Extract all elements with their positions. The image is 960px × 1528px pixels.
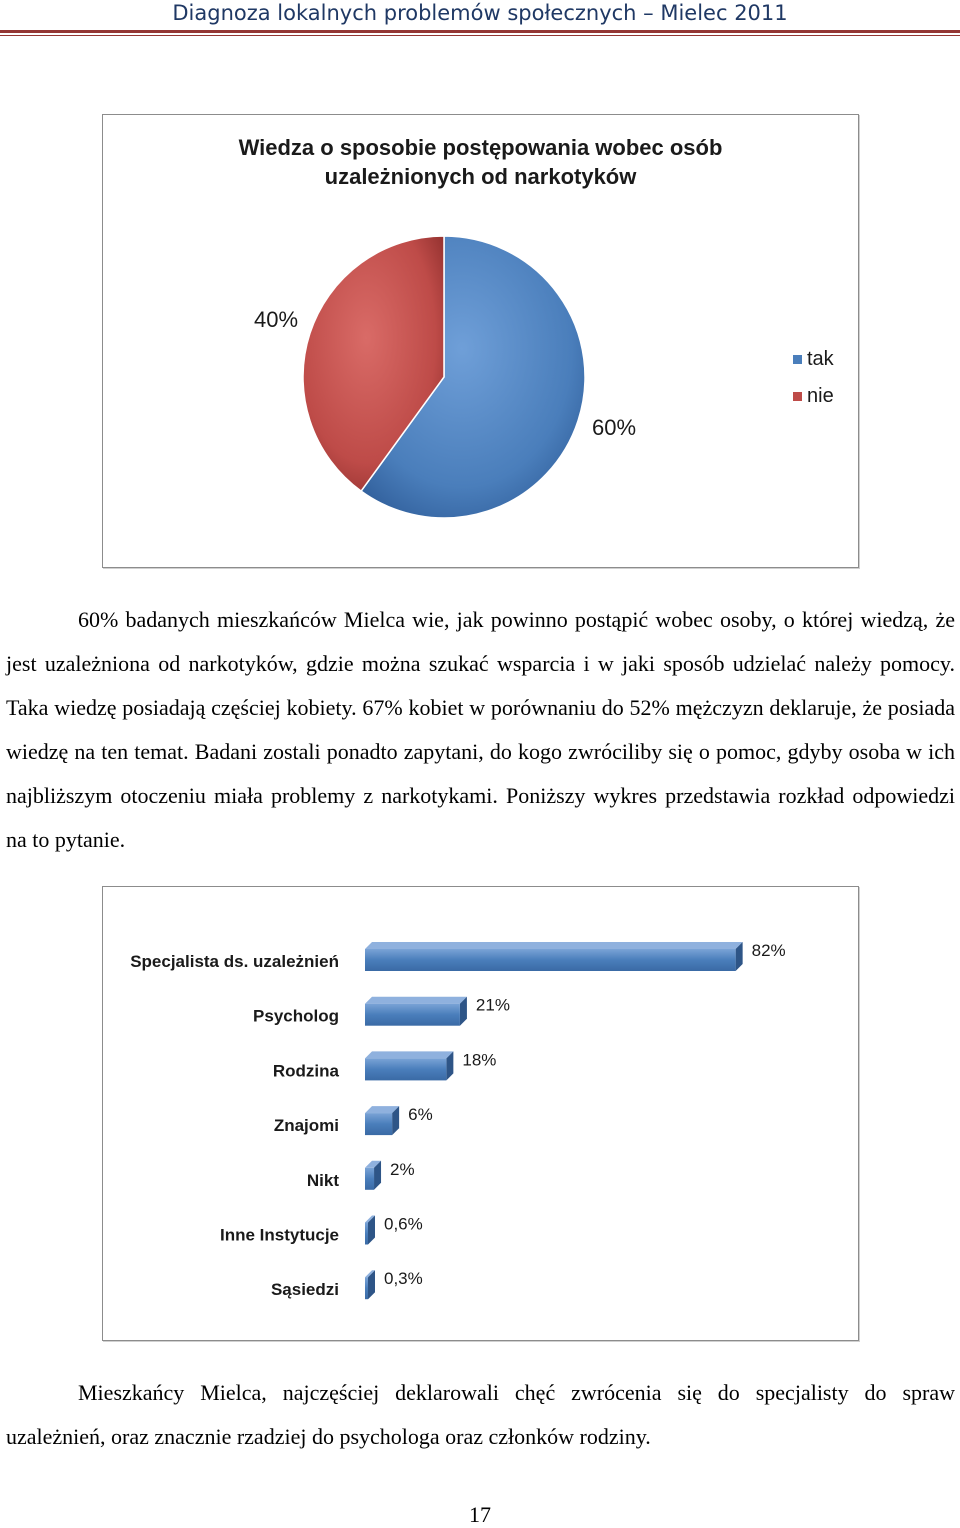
bar-top-psycholog [365, 996, 467, 1004]
bar-category-label: Znajomi [274, 1116, 339, 1135]
bar-side-specjalista-ds-uzależnień [735, 942, 743, 971]
legend-swatch-nie [793, 392, 802, 401]
bar-chart: Specjalista ds. uzależnień 82% Psycholog 21… [130, 941, 786, 1300]
legend-swatch-tak [793, 355, 802, 364]
bar-sąsiedzi [365, 1277, 368, 1300]
bar-psycholog [365, 1003, 460, 1026]
bar-side-nikt [374, 1160, 382, 1190]
bar-chart-frame: Specjalista ds. uzależnień 82% Psycholog 21… [102, 886, 859, 1341]
bar-rodzina [365, 1058, 447, 1081]
bar-top-inne-instytucje [365, 1215, 375, 1223]
pie-chart: 60% 40% tak nie [254, 235, 835, 519]
pie-chart-title-line1: Wiedza o sposobie postępowania wobec osó… [238, 135, 723, 160]
bar-value-label: 21% [476, 996, 510, 1015]
pie-chart-title-line2: uzależnionych od narkotyków [324, 164, 637, 189]
bar-top-nikt [365, 1160, 382, 1168]
bar-top-rodzina [365, 1051, 454, 1059]
paragraph-knowledge: 60% badanych mieszkańców Mielca wie, jak… [6, 607, 955, 852]
bar-category-label: Sąsiedzi [271, 1280, 339, 1299]
page-number: 17 [469, 1502, 491, 1527]
bar-value-label: 18% [462, 1050, 496, 1069]
legend-label-tak: tak [807, 348, 835, 370]
bar-specjalista-ds-uzależnień [365, 949, 736, 971]
pie-slice-tak [360, 235, 586, 519]
bar-znajomi [365, 1113, 393, 1136]
bar-top-specjalista-ds-uzależnień [365, 942, 743, 949]
bar-value-label: 6% [408, 1105, 433, 1124]
bar-side-inne-instytucje [368, 1215, 375, 1245]
bar-value-label: 2% [390, 1160, 415, 1179]
pie-chart-frame: Wiedza o sposobie postępowania wobec osó… [102, 114, 859, 568]
bar-inne-instytucje [365, 1222, 368, 1245]
header-divider-thin [0, 35, 960, 36]
bar-category-label: Inne Instytucje [220, 1226, 339, 1245]
bar-nikt [365, 1167, 375, 1190]
pie-slice-nie [302, 235, 445, 493]
bar-category-label: Specjalista ds. uzależnień [130, 952, 339, 971]
bar-value-label: 0,6% [384, 1215, 423, 1234]
bar-category-label: Rodzina [273, 1061, 340, 1080]
bar-value-label: 82% [752, 941, 786, 960]
paragraph-summary: Mieszkańcy Mielca, najczęściej deklarowa… [6, 1380, 955, 1449]
pie-label-nie: 40% [254, 307, 298, 332]
bar-category-label: Nikt [307, 1171, 339, 1190]
pie-label-tak: 60% [592, 415, 636, 440]
bar-side-rodzina [446, 1051, 454, 1081]
bar-side-sąsiedzi [368, 1270, 375, 1300]
bar-top-sąsiedzi [365, 1270, 375, 1278]
bar-category-label: Psycholog [253, 1007, 339, 1026]
legend-label-nie: nie [807, 385, 834, 407]
bar-top-znajomi [365, 1106, 400, 1114]
header-divider-thick [0, 30, 960, 33]
bar-side-psycholog [459, 996, 467, 1026]
bar-side-znajomi [392, 1106, 400, 1136]
page-header: Diagnoza lokalnych problemów społecznych… [0, 0, 960, 40]
bar-value-label: 0,3% [384, 1269, 423, 1288]
header-title: Diagnoza lokalnych problemów społecznych… [172, 1, 788, 25]
